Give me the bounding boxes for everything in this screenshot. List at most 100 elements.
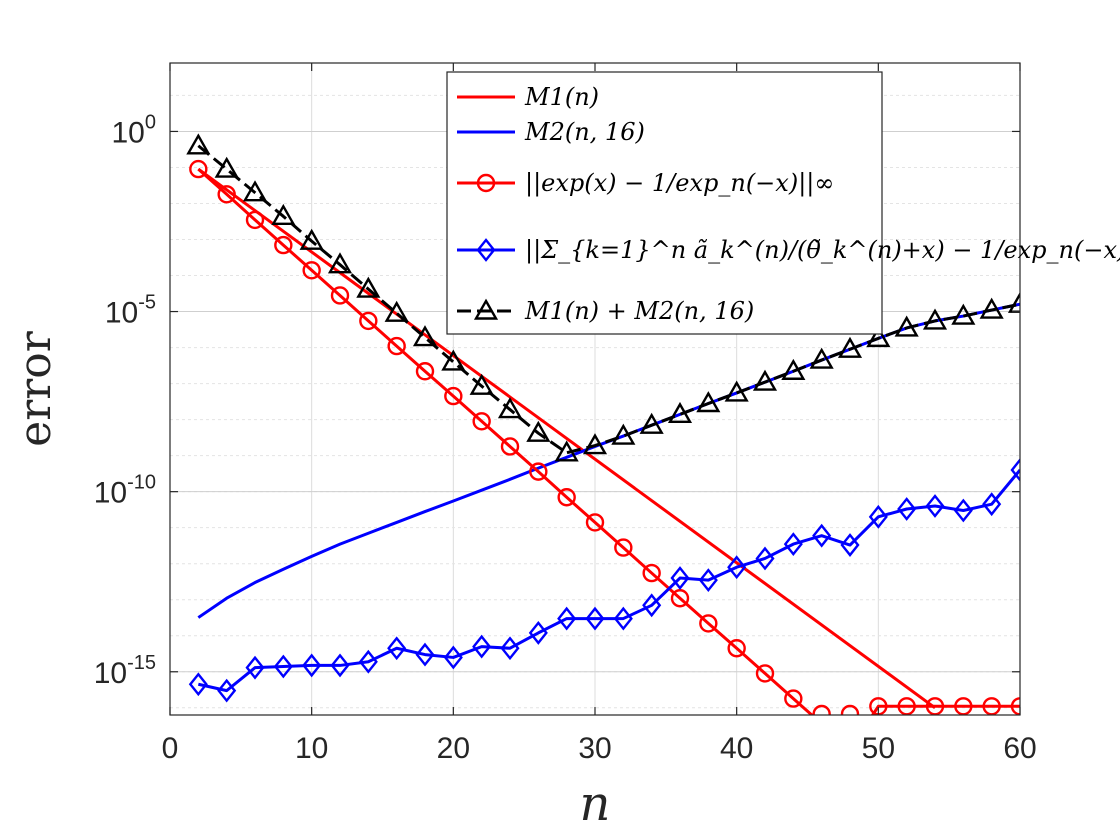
series-2-point: [359, 311, 378, 331]
series-4-point: [781, 358, 806, 380]
series-4-point: [271, 203, 296, 226]
series-2-point: [925, 697, 945, 715]
series-3-point: [387, 636, 407, 661]
series-2: [189, 159, 1020, 715]
series-line-4: [197, 144, 1020, 455]
series-2-point: [217, 185, 236, 204]
series-4-point: [384, 300, 409, 322]
series-layer: [186, 133, 1020, 715]
series-4-point: [922, 308, 948, 330]
series-3-point: [500, 636, 520, 661]
series-3-point: [670, 566, 690, 590]
series-line-3: [198, 469, 1020, 693]
x-tick-label: 60: [1003, 732, 1036, 765]
series-line-2: [197, 167, 1020, 715]
series-4-point: [526, 420, 551, 442]
series-3-point: [415, 642, 435, 667]
series-4-point: [242, 180, 268, 202]
series-3-point: [1010, 458, 1020, 482]
series-4: [186, 133, 1020, 462]
series-4-point: [837, 336, 863, 358]
series-4-point: [214, 156, 239, 178]
series-4-point: [412, 325, 438, 347]
series-3-point: [217, 678, 237, 703]
series-2-point: [699, 614, 718, 633]
series-3-point: [642, 593, 662, 618]
series-3-point: [925, 494, 945, 518]
series-2-point: [727, 639, 746, 658]
series-3: [188, 458, 1020, 703]
series-2-point: [274, 235, 293, 255]
series-3-point: [330, 653, 350, 678]
series-3-point: [783, 532, 803, 557]
series-2-point: [557, 488, 576, 507]
series-line-0: [197, 167, 936, 710]
series-3-point: [897, 497, 917, 521]
x-tick-label: 10: [295, 732, 328, 765]
y-tick-base: 10: [112, 116, 145, 149]
legend-marker-2: [476, 173, 496, 193]
series-3-point: [982, 492, 1002, 517]
series-3-point: [613, 606, 633, 631]
series-4-point: [299, 228, 324, 250]
legend-label-0: M1(n): [524, 83, 599, 111]
y-tick-exponent: -10: [127, 472, 156, 494]
series-3-point: [840, 533, 860, 557]
series-3-point: [585, 606, 605, 631]
y-tick-exponent: -15: [127, 652, 156, 674]
series-4-point: [1007, 291, 1020, 313]
series-2-point: [614, 538, 633, 557]
series-4-point: [667, 401, 693, 424]
legend-label-3: ||Σ_{k=1}^n ã_k^(n)/(θ̃_k^(n)+x) − 1/exp…: [525, 236, 1120, 265]
y-tick-label: 10-15: [94, 652, 156, 690]
series-3-point: [245, 655, 265, 680]
y-axis-label: error: [10, 330, 61, 447]
series-4-point: [469, 373, 494, 395]
series-4-point: [809, 347, 834, 369]
legend-marker-4: [473, 298, 499, 320]
series-3-point: [557, 606, 577, 631]
series-2-point: [670, 589, 690, 608]
series-2-point: [330, 286, 350, 305]
x-tick-label: 50: [862, 732, 895, 765]
y-tick-base: 10: [94, 657, 127, 690]
series-3-point: [727, 555, 747, 580]
series-4-point: [639, 412, 664, 434]
series-4-point: [327, 252, 353, 274]
series-3-point: [755, 546, 775, 571]
series-3-point: [698, 568, 718, 593]
series-4-point: [186, 133, 211, 155]
series-2-point: [529, 462, 548, 481]
series-2-point: [415, 362, 435, 381]
series-3-point: [273, 654, 293, 679]
y-tick-label: 100: [112, 111, 157, 149]
legend: M1(n) M2(n, 16) ||exp(x) − 1/exp_n(−x)||∞ |…: [446, 71, 1120, 335]
x-axis-label: n: [580, 776, 611, 832]
series-4-point: [696, 391, 721, 413]
series-2-point: [1010, 697, 1020, 715]
series-2-point: [812, 704, 831, 715]
series-2-point: [642, 563, 661, 583]
series-3-point: [302, 653, 322, 678]
legend-marker-3: [476, 238, 496, 262]
series-2-point: [387, 336, 406, 356]
x-tick-label: 20: [437, 732, 470, 765]
series-4-point: [582, 433, 608, 455]
series-3-point: [868, 504, 888, 529]
series-2-point: [189, 159, 208, 179]
series-2-point: [302, 261, 321, 280]
series-2-point: [472, 412, 491, 431]
series-4-point: [554, 440, 579, 462]
series-2-point: [444, 386, 463, 406]
series-2-point: [755, 664, 775, 683]
series-4-point: [752, 369, 778, 391]
y-tick-exponent: -5: [138, 292, 156, 314]
series-4-point: [951, 303, 976, 325]
legend-box: [446, 71, 883, 335]
series-4-point: [356, 276, 381, 298]
series-3-point: [953, 498, 973, 523]
legend-label-4: M1(n) + M2(n, 16): [524, 297, 754, 325]
series-3-point: [472, 634, 492, 659]
x-tick-label: 30: [578, 732, 611, 765]
